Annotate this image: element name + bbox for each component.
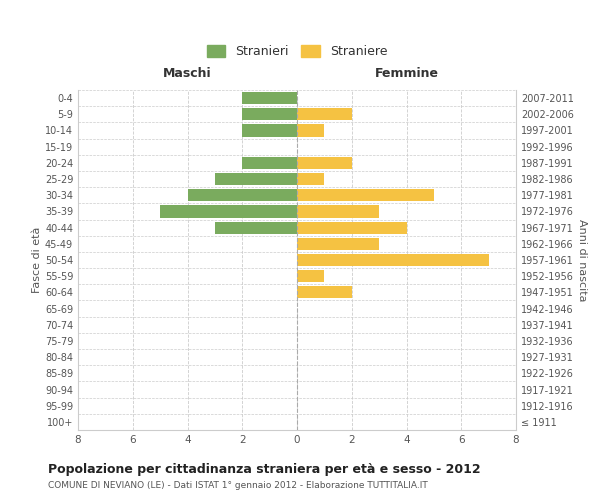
Y-axis label: Anni di nascita: Anni di nascita	[577, 219, 587, 301]
Bar	[242, 92, 297, 104]
Text: COMUNE DI NEVIANO (LE) - Dati ISTAT 1° gennaio 2012 - Elaborazione TUTTITALIA.IT: COMUNE DI NEVIANO (LE) - Dati ISTAT 1° g…	[48, 481, 428, 490]
Text: Femmine: Femmine	[374, 67, 439, 80]
Bar	[242, 108, 297, 120]
Legend: Stranieri, Straniere: Stranieri, Straniere	[206, 46, 388, 59]
Bar	[297, 157, 352, 169]
Bar	[297, 270, 325, 282]
Y-axis label: Fasce di età: Fasce di età	[32, 227, 42, 293]
Bar	[215, 173, 297, 185]
Bar	[297, 222, 407, 234]
Bar	[187, 189, 297, 202]
Bar	[297, 254, 488, 266]
Bar	[215, 222, 297, 234]
Bar	[160, 206, 297, 218]
Bar	[297, 108, 352, 120]
Bar	[297, 124, 325, 136]
Bar	[242, 124, 297, 136]
Bar	[297, 189, 434, 202]
Text: Maschi: Maschi	[163, 67, 212, 80]
Bar	[297, 238, 379, 250]
Bar	[297, 286, 352, 298]
Text: Popolazione per cittadinanza straniera per età e sesso - 2012: Popolazione per cittadinanza straniera p…	[48, 462, 481, 475]
Bar	[242, 157, 297, 169]
Bar	[297, 206, 379, 218]
Bar	[297, 173, 325, 185]
